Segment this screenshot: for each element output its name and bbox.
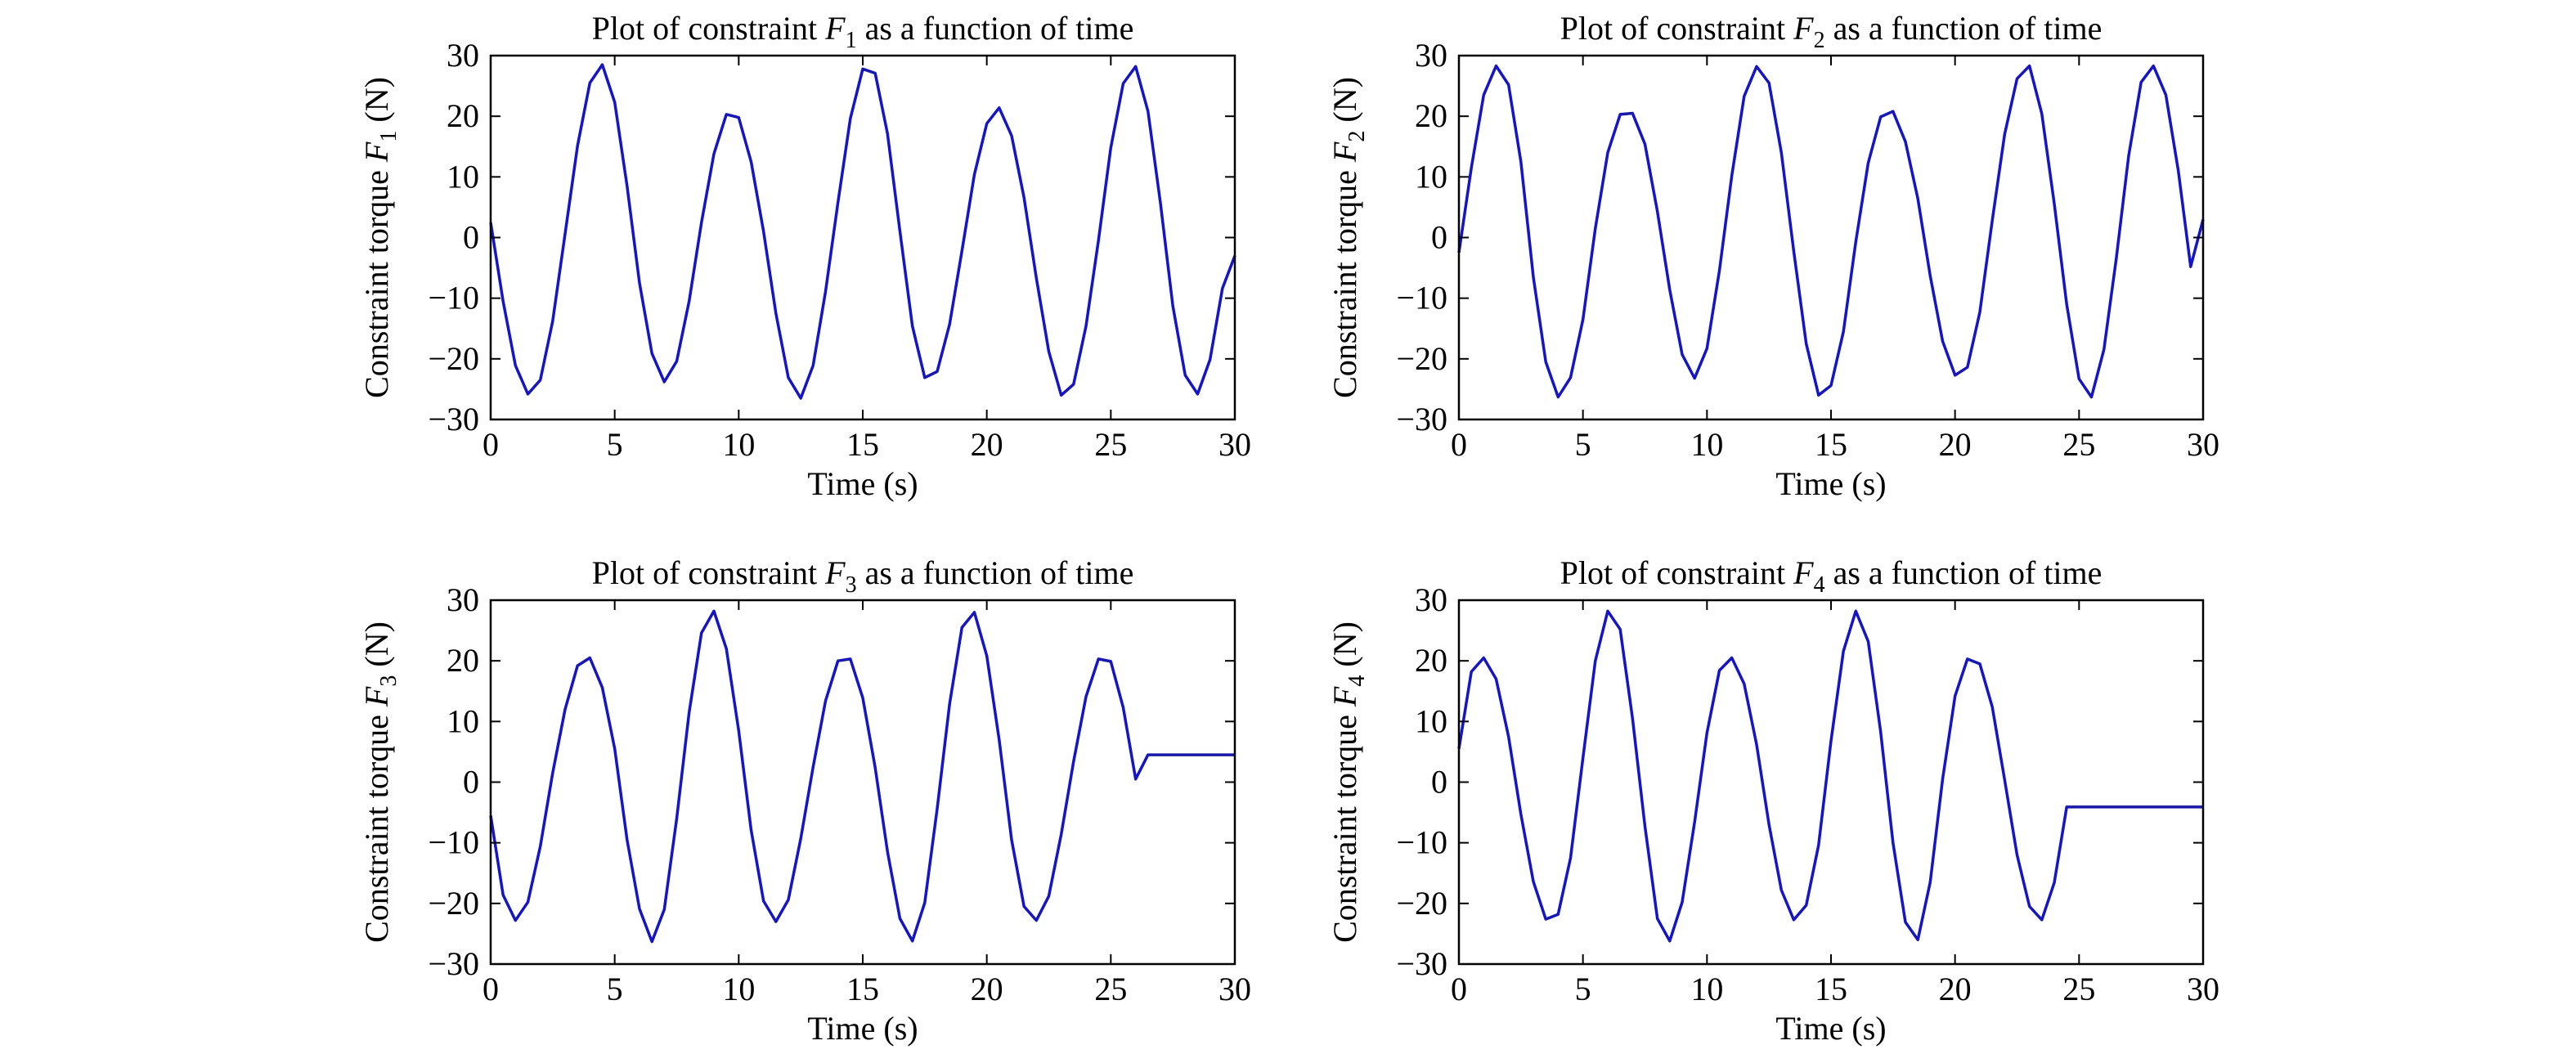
x-tick-label: 25: [1094, 971, 1127, 1007]
x-tick-label: 5: [1575, 426, 1591, 463]
x-tick-label: 30: [1218, 971, 1251, 1007]
y-tick-label: −30: [428, 401, 479, 437]
y-tick-label: −30: [1396, 401, 1447, 437]
x-tick-label: 30: [2187, 426, 2219, 463]
x-tick-label: 15: [1815, 971, 1847, 1007]
y-tick-label: −30: [1396, 945, 1447, 982]
y-tick-label: 20: [1415, 642, 1447, 679]
x-axis-label-2: Time (s): [1775, 465, 1886, 502]
x-tick-label: 5: [1575, 971, 1591, 1007]
series-line-2: [1457, 64, 2205, 399]
y-axis-label-3: Constraint torque F3 (N): [358, 621, 402, 943]
x-tick-label: 15: [846, 426, 879, 463]
y-tick-label: −20: [1396, 340, 1447, 377]
y-tick-label: 10: [447, 702, 479, 739]
x-axis-label-4: Time (s): [1775, 1010, 1886, 1047]
x-tick-label: 20: [971, 426, 1003, 463]
x-tick-label: 10: [1690, 971, 1723, 1007]
x-tick-label: 25: [2062, 971, 2095, 1007]
x-tick-label: 30: [2187, 971, 2219, 1007]
y-tick-label: −10: [1396, 824, 1447, 861]
x-tick-label: 15: [846, 971, 879, 1007]
plot-frame-1: [489, 54, 1236, 421]
series-line-3: [489, 609, 1235, 944]
chart-panel-4: Plot of constraint F4 as a function of t…: [1326, 554, 2219, 1047]
y-tick-label: 0: [1431, 764, 1447, 801]
plot-frame-2: [1457, 54, 2205, 421]
plot-frame-3: [489, 599, 1236, 966]
x-axis-label-3: Time (s): [807, 1010, 918, 1047]
x-tick-label: 15: [1815, 426, 1847, 463]
x-tick-label: 30: [1218, 426, 1251, 463]
y-tick-label: 0: [463, 764, 479, 801]
chart-title-1: Plot of constraint F1 as a function of t…: [592, 10, 1134, 53]
x-tick-label: 25: [1094, 426, 1127, 463]
x-tick-label: 10: [1690, 426, 1723, 463]
y-tick-label: −10: [428, 824, 479, 861]
x-tick-label: 25: [2062, 426, 2095, 463]
y-tick-label: 10: [1415, 158, 1447, 195]
x-tick-label: 20: [971, 971, 1003, 1007]
plot-frame-4: [1457, 599, 2205, 966]
chart-title-4: Plot of constraint F4 as a function of t…: [1560, 554, 2103, 598]
x-tick-label: 0: [482, 971, 499, 1007]
x-tick-label: 0: [1451, 971, 1467, 1007]
y-axis-label-1: Constraint torque F1 (N): [358, 77, 402, 398]
y-tick-label: −30: [428, 945, 479, 982]
y-tick-label: 30: [1415, 581, 1447, 618]
y-tick-label: −10: [428, 280, 479, 316]
chart-panel-2: Plot of constraint F2 as a function of t…: [1326, 10, 2219, 502]
y-tick-label: −20: [428, 340, 479, 377]
chart-panel-3: Plot of constraint F3 as a function of t…: [358, 554, 1251, 1047]
x-tick-label: 20: [1939, 971, 1972, 1007]
y-tick-label: 30: [447, 37, 479, 74]
chart-panel-1: Plot of constraint F1 as a function of t…: [358, 10, 1251, 502]
chart-title-3: Plot of constraint F3 as a function of t…: [592, 554, 1134, 598]
y-tick-label: −20: [428, 885, 479, 922]
y-tick-label: 30: [1415, 37, 1447, 74]
x-tick-label: 0: [1451, 426, 1467, 463]
x-tick-label: 5: [607, 426, 623, 463]
y-tick-label: 20: [447, 97, 479, 134]
x-tick-label: 0: [482, 426, 499, 463]
y-tick-label: 10: [1415, 702, 1447, 739]
x-tick-label: 10: [722, 426, 755, 463]
series-line-4: [1457, 609, 2203, 943]
y-axis-label-4: Constraint torque F4 (N): [1326, 621, 1370, 943]
y-tick-label: 10: [447, 158, 479, 195]
y-axis-label-2: Constraint torque F2 (N): [1326, 77, 1370, 398]
x-tick-label: 20: [1939, 426, 1972, 463]
x-tick-label: 5: [607, 971, 623, 1007]
y-tick-label: 20: [1415, 97, 1447, 134]
chart-title-2: Plot of constraint F2 as a function of t…: [1560, 10, 2103, 53]
y-tick-label: 0: [1431, 219, 1447, 256]
x-tick-label: 10: [722, 971, 755, 1007]
y-tick-label: −20: [1396, 885, 1447, 922]
x-axis-label-1: Time (s): [807, 465, 918, 502]
y-tick-label: 0: [463, 219, 479, 256]
y-tick-label: 30: [447, 581, 479, 618]
y-tick-label: −10: [1396, 280, 1447, 316]
series-line-1: [489, 63, 1236, 400]
y-tick-label: 20: [447, 642, 479, 679]
